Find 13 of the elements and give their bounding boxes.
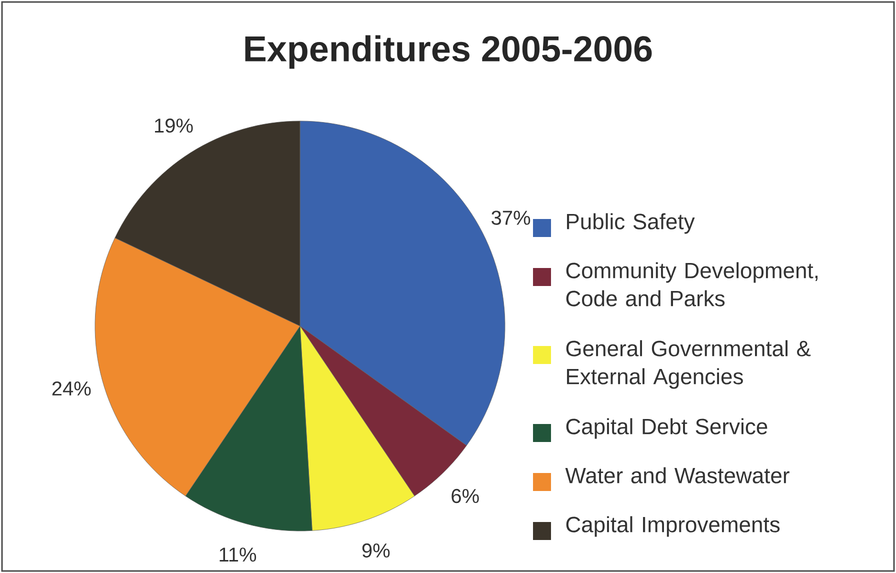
legend-label: Public Safety <box>567 213 695 234</box>
data-label: 37% <box>492 210 530 225</box>
chart-title: Expenditures 2005-2006 <box>245 35 652 69</box>
data-label: 11% <box>220 548 256 562</box>
legend-label: General Governmental & External Agencies <box>566 340 811 389</box>
legend-label: Capital Improvements <box>566 516 780 537</box>
legend-label: Capital Debt Service <box>566 418 768 439</box>
data-label: 9% <box>362 543 390 558</box>
legend-label: Water and Wastewater <box>565 467 790 484</box>
legend-label: Community Development, Code and Parks <box>566 262 818 306</box>
data-label: 6% <box>452 488 479 504</box>
data-label: 19% <box>155 118 193 133</box>
data-label: 24% <box>52 381 91 396</box>
